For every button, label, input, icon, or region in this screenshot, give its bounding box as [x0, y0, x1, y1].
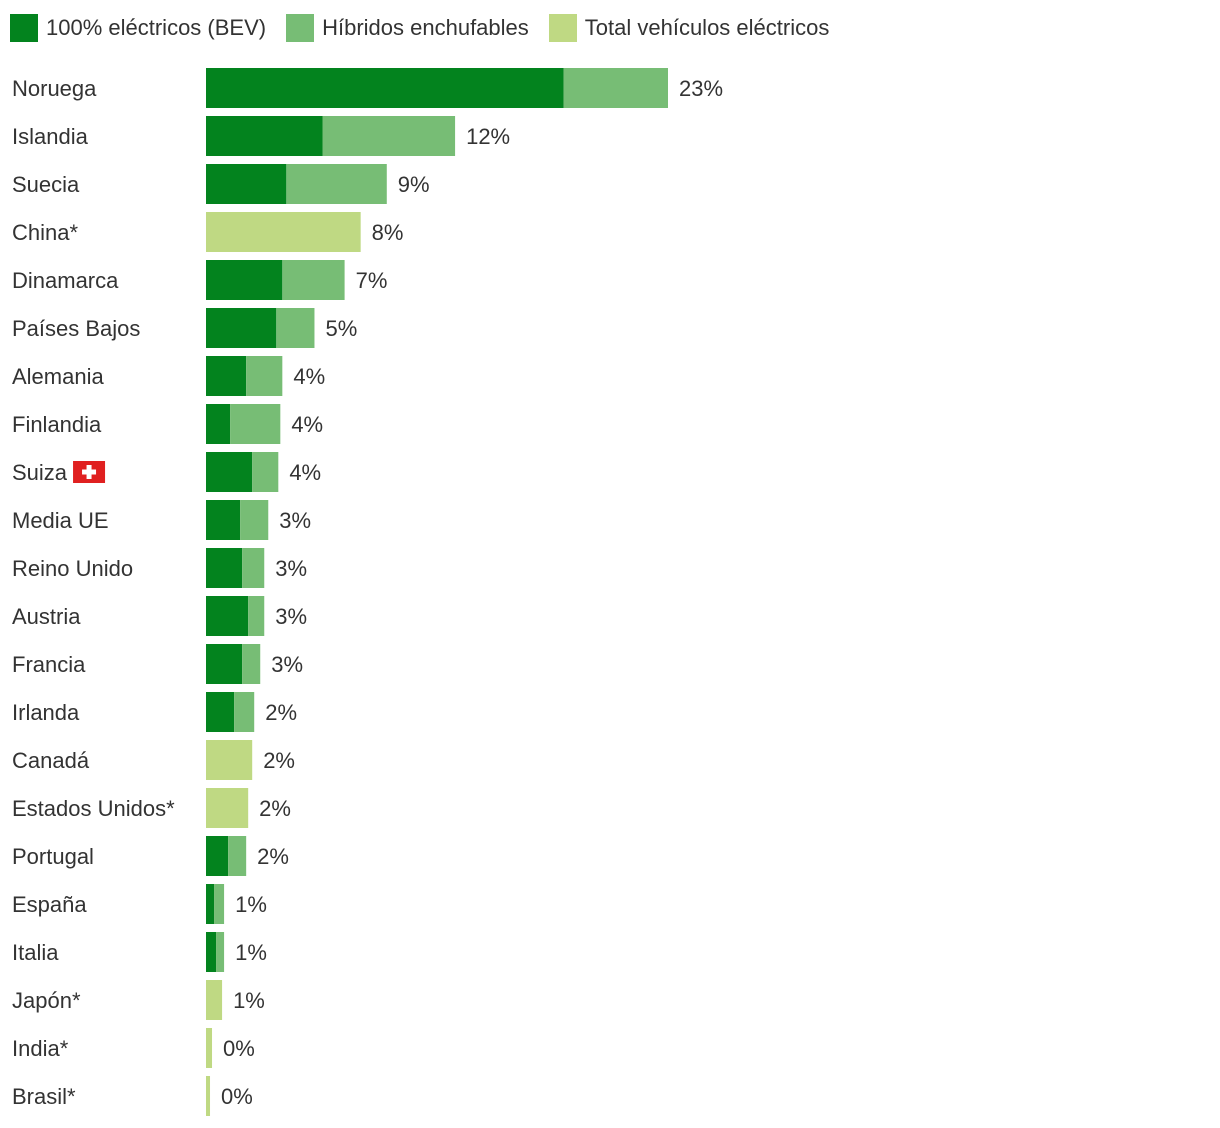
- swiss-flag-icon: [73, 461, 106, 483]
- value-label-alemania: 4%: [293, 364, 325, 389]
- bar-phev-irlanda: [234, 692, 255, 732]
- category-label-suiza: Suiza: [12, 460, 68, 485]
- bar-phev-espana: [214, 884, 225, 924]
- category-label-suecia: Suecia: [12, 172, 80, 197]
- bar-bev-islandia: [206, 116, 323, 156]
- legend-item-phev: Híbridos enchufables: [286, 14, 529, 42]
- value-label-brasil: 0%: [221, 1084, 253, 1109]
- bar-phev-alemania: [246, 356, 283, 396]
- bar-bev-suecia: [206, 164, 287, 204]
- category-label-austria: Austria: [12, 604, 81, 629]
- category-label-media-ue: Media UE: [12, 508, 109, 533]
- value-label-portugal: 2%: [257, 844, 289, 869]
- value-label-estados-unidos: 2%: [259, 796, 291, 821]
- value-label-suecia: 9%: [398, 172, 430, 197]
- bar-phev-suiza: [252, 452, 279, 492]
- legend-swatch-bev: [10, 14, 38, 42]
- category-label-islandia: Islandia: [12, 124, 89, 149]
- legend-swatch-phev: [286, 14, 315, 42]
- bar-bev-irlanda: [206, 692, 235, 732]
- legend-label-phev: Híbridos enchufables: [322, 15, 529, 40]
- bar-bev-suiza: [206, 452, 253, 492]
- bar-bev-alemania: [206, 356, 247, 396]
- bar-phev-francia: [242, 644, 261, 684]
- value-label-paises-bajos: 5%: [325, 316, 357, 341]
- bar-total-estados-unidos: [206, 788, 249, 828]
- bar-bev-media-ue: [206, 500, 241, 540]
- value-label-india: 0%: [223, 1036, 255, 1061]
- category-label-dinamarca: Dinamarca: [12, 268, 119, 293]
- value-label-islandia: 12%: [466, 124, 510, 149]
- legend-label-total: Total vehículos eléctricos: [584, 15, 830, 40]
- bar-total-india: [206, 1028, 213, 1068]
- value-label-dinamarca: 7%: [356, 268, 388, 293]
- value-label-reino-unido: 3%: [275, 556, 307, 581]
- bar-total-japon: [206, 980, 223, 1020]
- value-label-japon: 1%: [233, 988, 265, 1013]
- bar-phev-portugal: [228, 836, 247, 876]
- value-label-china: 8%: [372, 220, 404, 245]
- bar-bev-dinamarca: [206, 260, 283, 300]
- bar-bev-francia: [206, 644, 243, 684]
- bar-phev-reino-unido: [242, 548, 265, 588]
- value-label-austria: 3%: [275, 604, 307, 629]
- bar-phev-islandia: [322, 116, 456, 156]
- category-label-canada: Canadá: [12, 748, 90, 773]
- value-label-francia: 3%: [271, 652, 303, 677]
- legend-item-bev: 100% eléctricos (BEV): [10, 14, 266, 42]
- bar-total-canada: [206, 740, 253, 780]
- bar-phev-finlandia: [230, 404, 281, 444]
- value-label-suiza: 4%: [289, 460, 321, 485]
- bar-phev-dinamarca: [282, 260, 345, 300]
- bar-bev-reino-unido: [206, 548, 243, 588]
- category-label-irlanda: Irlanda: [12, 700, 80, 725]
- bar-phev-paises-bajos: [276, 308, 315, 348]
- category-label-china: China*: [12, 220, 78, 245]
- category-label-francia: Francia: [12, 652, 86, 677]
- value-label-finlandia: 4%: [291, 412, 323, 437]
- bar-total-brasil: [206, 1076, 211, 1116]
- bar-total-china: [206, 212, 361, 252]
- category-label-india: India*: [12, 1036, 69, 1061]
- chart-legend: 100% eléctricos (BEV) Híbridos enchufabl…: [10, 12, 849, 44]
- bar-phev-austria: [248, 596, 265, 636]
- bar-phev-suecia: [286, 164, 387, 204]
- category-label-noruega: Noruega: [12, 76, 97, 101]
- value-label-noruega: 23%: [679, 76, 723, 101]
- category-label-espana: España: [12, 892, 87, 917]
- bar-phev-media-ue: [240, 500, 269, 540]
- flag-cross-horizontal: [82, 469, 97, 475]
- value-label-canada: 2%: [263, 748, 295, 773]
- value-label-italia: 1%: [235, 940, 267, 965]
- category-label-reino-unido: Reino Unido: [12, 556, 133, 581]
- legend-swatch-total: [548, 14, 577, 42]
- category-label-italia: Italia: [12, 940, 59, 965]
- category-label-brasil: Brasil*: [12, 1084, 76, 1109]
- bar-bev-paises-bajos: [206, 308, 277, 348]
- value-label-irlanda: 2%: [265, 700, 297, 725]
- legend-label-bev: 100% eléctricos (BEV): [46, 15, 267, 40]
- legend-item-total: Total vehículos eléctricos: [548, 14, 830, 42]
- bar-bev-espana: [206, 884, 215, 924]
- bar-bev-noruega: [206, 68, 564, 108]
- category-label-estados-unidos: Estados Unidos*: [12, 796, 175, 821]
- bar-bev-finlandia: [206, 404, 231, 444]
- bar-bev-portugal: [206, 836, 229, 876]
- category-label-finlandia: Finlandia: [12, 412, 102, 437]
- bar-bev-italia: [206, 932, 217, 972]
- bar-chart: Noruega 23% Islandia 12% Suecia 9% China* 8% Din…: [12, 68, 723, 1116]
- bar-bev-austria: [206, 596, 249, 636]
- category-label-paises-bajos: Países Bajos: [12, 316, 140, 341]
- category-label-japon: Japón*: [12, 988, 81, 1013]
- bar-phev-italia: [216, 932, 225, 972]
- value-label-espana: 1%: [235, 892, 267, 917]
- bar-phev-noruega: [563, 68, 668, 108]
- value-label-media-ue: 3%: [279, 508, 311, 533]
- category-label-alemania: Alemania: [12, 364, 104, 389]
- category-label-portugal: Portugal: [12, 844, 94, 869]
